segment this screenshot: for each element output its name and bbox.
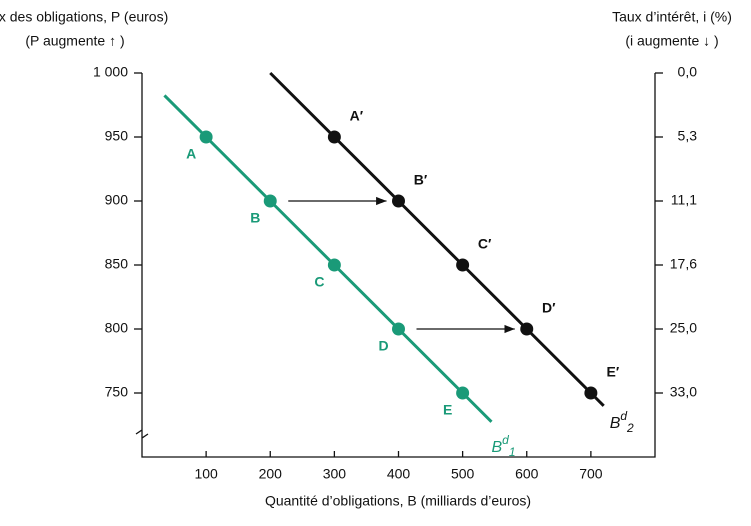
y2-tick-label: 11,1 [671, 192, 697, 208]
legend-label: Bd2 [610, 409, 634, 435]
y2-tick-label: 0,0 [678, 64, 698, 80]
data-point [584, 386, 598, 400]
data-point [199, 130, 213, 144]
point-label: E′ [607, 364, 620, 380]
y2-title: (i augmente ↓ ) [625, 33, 718, 49]
y2-tick-label: 25,0 [670, 320, 697, 336]
y-tick-label: 950 [105, 128, 129, 144]
data-point [456, 258, 470, 272]
axes [135, 73, 656, 458]
x-tick-label: 100 [194, 466, 218, 482]
y2-tick-label: 5,3 [678, 128, 698, 144]
x-tick-label: 500 [451, 466, 475, 482]
point-label: E [443, 402, 452, 418]
y2-tick-label: 33,0 [670, 384, 697, 400]
x-tick-label: 700 [579, 466, 603, 482]
x-tick-label: 200 [259, 466, 283, 482]
x-tick-label: 400 [387, 466, 411, 482]
y-title: Prix des obligations, P (euros) [0, 9, 168, 25]
y-tick-label: 850 [105, 256, 129, 272]
y2-title: Taux d’intérêt, i (%) [612, 9, 732, 25]
series-line [163, 94, 493, 423]
y-tick-label: 800 [105, 320, 129, 336]
data-point [392, 322, 405, 336]
data-point [327, 258, 341, 272]
y-tick-label: 1 000 [93, 64, 128, 80]
y2-tick-label: 17,6 [670, 256, 697, 272]
x-tick-label: 300 [323, 466, 347, 482]
data-point [456, 386, 470, 400]
x-tick-label: 600 [515, 466, 539, 482]
legend-label: Bd1 [491, 433, 515, 459]
data-point [327, 130, 341, 144]
point-label: C [314, 274, 324, 290]
series-line [269, 71, 605, 407]
data-point [520, 322, 534, 336]
point-label: D [378, 338, 388, 354]
y-tick-label: 900 [105, 192, 129, 208]
point-label: B [250, 210, 260, 226]
point-label: B′ [414, 172, 428, 188]
y-title: (P augmente ↑ ) [25, 33, 124, 49]
point-label: A′ [350, 108, 364, 124]
data-point [263, 194, 277, 208]
point-label: A [186, 146, 196, 162]
data-point [392, 194, 405, 208]
point-label: D′ [542, 300, 556, 316]
x-title: Quantité d’obligations, B (milliards d’e… [265, 493, 531, 509]
point-label: C′ [478, 236, 492, 252]
y-tick-label: 750 [105, 384, 129, 400]
